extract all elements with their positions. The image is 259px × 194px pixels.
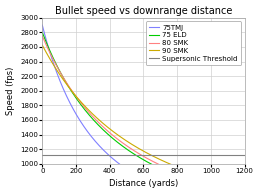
90 SMK (208, 177, 211, 179)
75 ELD (41, 31, 44, 34)
Line: 80 SMK: 80 SMK (42, 36, 244, 178)
80 SMK (191, 177, 195, 179)
90 SMK (41, 44, 44, 46)
75 ELD (193, 177, 196, 179)
80 SMK (176, 171, 179, 174)
Supersonic Threshold (41, 153, 44, 156)
80 SMK (93, 117, 96, 119)
75TMJ (193, 177, 196, 179)
75 ELD (182, 177, 185, 179)
75TMJ (140, 177, 143, 179)
75TMJ (76, 116, 80, 119)
75 ELD (93, 120, 96, 122)
90 SMK (132, 144, 135, 147)
75 ELD (160, 168, 163, 170)
80 SMK (193, 177, 196, 179)
75 ELD (76, 100, 80, 102)
80 SMK (41, 35, 44, 37)
75 ELD (176, 175, 179, 177)
Line: 90 SMK: 90 SMK (42, 45, 244, 178)
80 SMK (160, 165, 163, 167)
Legend: 75TMJ, 75 ELD, 80 SMK, 90 SMK, Supersonic Threshold: 75TMJ, 75 ELD, 80 SMK, 90 SMK, Supersoni… (146, 21, 241, 65)
80 SMK (132, 149, 135, 152)
90 SMK (76, 97, 80, 100)
90 SMK (93, 114, 96, 117)
90 SMK (193, 172, 196, 175)
90 SMK (176, 166, 179, 168)
Supersonic Threshold (41, 153, 44, 156)
75TMJ (93, 139, 96, 141)
75TMJ (243, 177, 246, 179)
75 ELD (243, 177, 246, 179)
Line: 75 ELD: 75 ELD (42, 32, 244, 178)
90 SMK (160, 159, 163, 161)
75TMJ (132, 173, 135, 175)
80 SMK (76, 98, 80, 100)
X-axis label: Distance (yards): Distance (yards) (109, 179, 178, 188)
75TMJ (160, 177, 163, 179)
Y-axis label: Speed (fps): Speed (fps) (5, 67, 15, 115)
75TMJ (176, 177, 179, 179)
80 SMK (243, 177, 246, 179)
75 ELD (132, 153, 135, 155)
Line: 75TMJ: 75TMJ (42, 25, 244, 178)
Title: Bullet speed vs downrange distance: Bullet speed vs downrange distance (55, 6, 232, 16)
75TMJ (41, 24, 44, 26)
90 SMK (243, 177, 246, 179)
